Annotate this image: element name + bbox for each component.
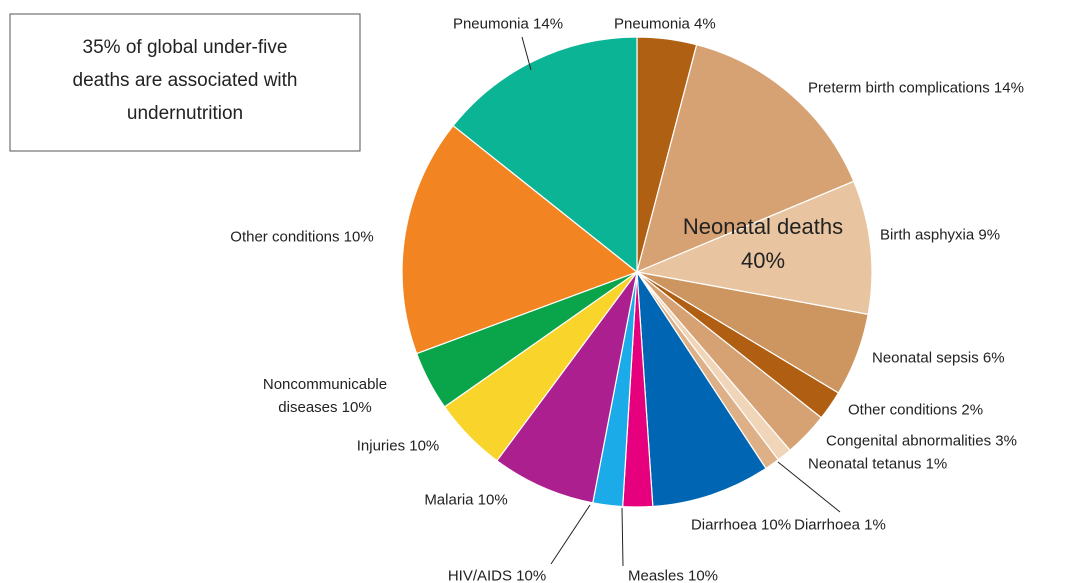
slice-label: Injuries 10% [356,437,440,455]
slice-label: Measles 10% [627,567,719,583]
slice-label: Diarrhoea 1% [794,516,886,534]
slice-label: Diarrhoea 10% [690,516,792,534]
note-text: 35% of global under-five [83,37,288,58]
slice-label: Malaria 10% [424,491,508,509]
pie-slice [634,180,873,316]
slice-label: Pneumonia 14% [452,15,564,33]
neonatal-annotation: Neonatal deaths [683,214,843,239]
pie-slice [636,43,855,274]
pie-slice [452,36,638,274]
pie-slice [401,124,639,355]
leader-line [521,36,532,71]
slice-label: Neonatal tetanus 1% [808,455,948,473]
slice-label: Congenital abnormalities 3% [826,432,1017,450]
slice-label: Other conditions 2% [848,401,984,419]
slice-label: Pneumonia 4% [614,15,716,33]
slice-label: Preterm birth complications 14% [808,79,1024,97]
pie-slice [496,271,638,504]
leader-line [777,461,841,513]
slice-label: Birth asphyxia 9% [880,226,1001,244]
slice-label: Neonatal sepsis 6% [872,349,1005,367]
neonatal-annotation: 40% [741,248,785,273]
leader-line [621,507,624,567]
note-text: undernutrition [127,103,243,124]
leader-line [550,504,591,565]
slice-label: Other conditions 10% [230,228,374,246]
note-box [9,13,361,152]
slice-label: HIV/AIDS 10% [447,567,547,583]
note-text: deaths are associated with [73,70,298,91]
pie-slice [636,269,767,508]
slice-label: Noncommunicable diseases 10% [262,376,388,416]
